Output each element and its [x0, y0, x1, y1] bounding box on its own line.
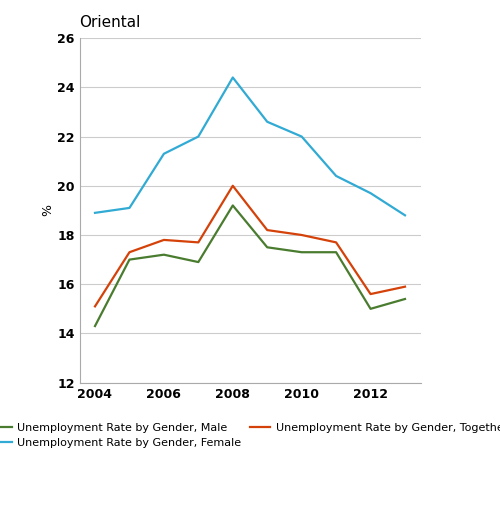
Y-axis label: %: % [42, 204, 54, 216]
Unemployment Rate by Gender, Male [368, 306, 374, 312]
Unemployment Rate by Gender, Male [126, 256, 132, 263]
Unemployment Rate by Gender, Male [230, 202, 236, 209]
Unemployment Rate by Gender, Male [333, 249, 339, 255]
Unemployment Rate by Gender, Male [92, 323, 98, 329]
Line: Unemployment Rate by Gender, Female: Unemployment Rate by Gender, Female [95, 77, 405, 215]
Unemployment Rate by Gender, Female [92, 210, 98, 216]
Unemployment Rate by Gender, Together [333, 239, 339, 246]
Unemployment Rate by Gender, Female [333, 173, 339, 179]
Unemployment Rate by Gender, Female [368, 190, 374, 196]
Text: Oriental: Oriental [80, 15, 141, 30]
Unemployment Rate by Gender, Together [368, 291, 374, 297]
Unemployment Rate by Gender, Female [126, 205, 132, 211]
Unemployment Rate by Gender, Together [264, 227, 270, 233]
Unemployment Rate by Gender, Together [92, 303, 98, 310]
Unemployment Rate by Gender, Together [298, 232, 304, 238]
Unemployment Rate by Gender, Together [402, 284, 408, 290]
Unemployment Rate by Gender, Male [402, 296, 408, 302]
Unemployment Rate by Gender, Female [298, 133, 304, 140]
Unemployment Rate by Gender, Female [230, 74, 236, 80]
Unemployment Rate by Gender, Male [298, 249, 304, 255]
Unemployment Rate by Gender, Male [161, 252, 167, 258]
Unemployment Rate by Gender, Female [161, 151, 167, 157]
Line: Unemployment Rate by Gender, Male: Unemployment Rate by Gender, Male [95, 205, 405, 326]
Unemployment Rate by Gender, Male [264, 244, 270, 250]
Unemployment Rate by Gender, Together [126, 249, 132, 255]
Line: Unemployment Rate by Gender, Together: Unemployment Rate by Gender, Together [95, 186, 405, 306]
Unemployment Rate by Gender, Female [402, 212, 408, 218]
Unemployment Rate by Gender, Together [161, 237, 167, 243]
Unemployment Rate by Gender, Female [196, 133, 202, 140]
Unemployment Rate by Gender, Male [196, 259, 202, 265]
Legend: Unemployment Rate by Gender, Male, Unemployment Rate by Gender, Female, Unemploy: Unemployment Rate by Gender, Male, Unemp… [0, 423, 500, 449]
Unemployment Rate by Gender, Together [230, 183, 236, 189]
Unemployment Rate by Gender, Female [264, 118, 270, 125]
Unemployment Rate by Gender, Together [196, 239, 202, 246]
